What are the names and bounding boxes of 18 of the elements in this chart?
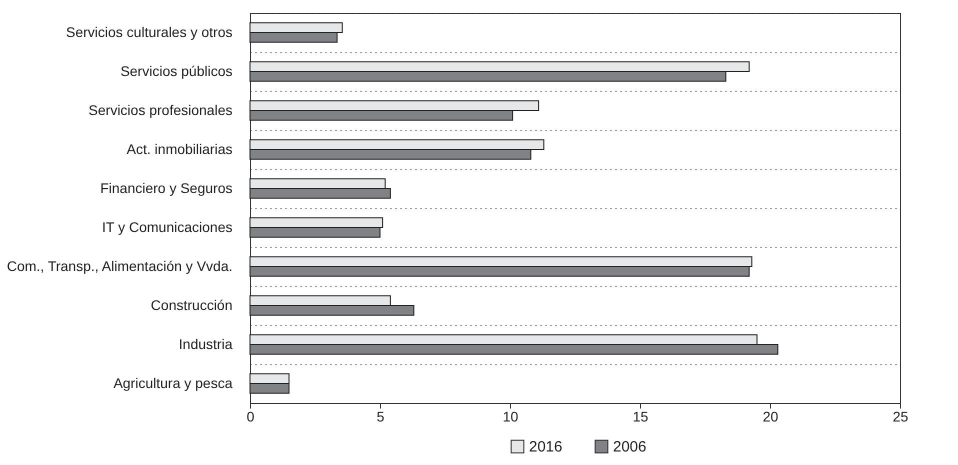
x-tick-label: 20 <box>762 408 778 424</box>
y-tick-label: Com., Transp., Alimentación y Vvda. <box>6 258 232 274</box>
y-tick-label: Servicios públicos <box>120 63 232 79</box>
y-tick-label: Servicios profesionales <box>88 102 232 118</box>
y-tick-label: Industria <box>178 336 233 352</box>
y-tick-label: Financiero y Seguros <box>100 180 232 196</box>
y-tick-label: Agricultura y pesca <box>113 375 233 391</box>
y-tick-label: IT y Comunicaciones <box>102 219 232 235</box>
x-tick-label: 0 <box>246 408 255 424</box>
x-tick-label: 25 <box>892 408 908 424</box>
legend-label: 2016 <box>529 438 562 456</box>
y-tick-label: Construcción <box>150 297 232 313</box>
y-tick-label: Act. inmobiliarias <box>126 141 232 157</box>
y-tick-label: Servicios culturales y otros <box>66 24 232 40</box>
x-tick-label: 15 <box>632 408 648 424</box>
legend-label: 2006 <box>613 438 646 456</box>
x-tick-label: 10 <box>502 408 518 424</box>
x-tick-label: 5 <box>376 408 385 424</box>
